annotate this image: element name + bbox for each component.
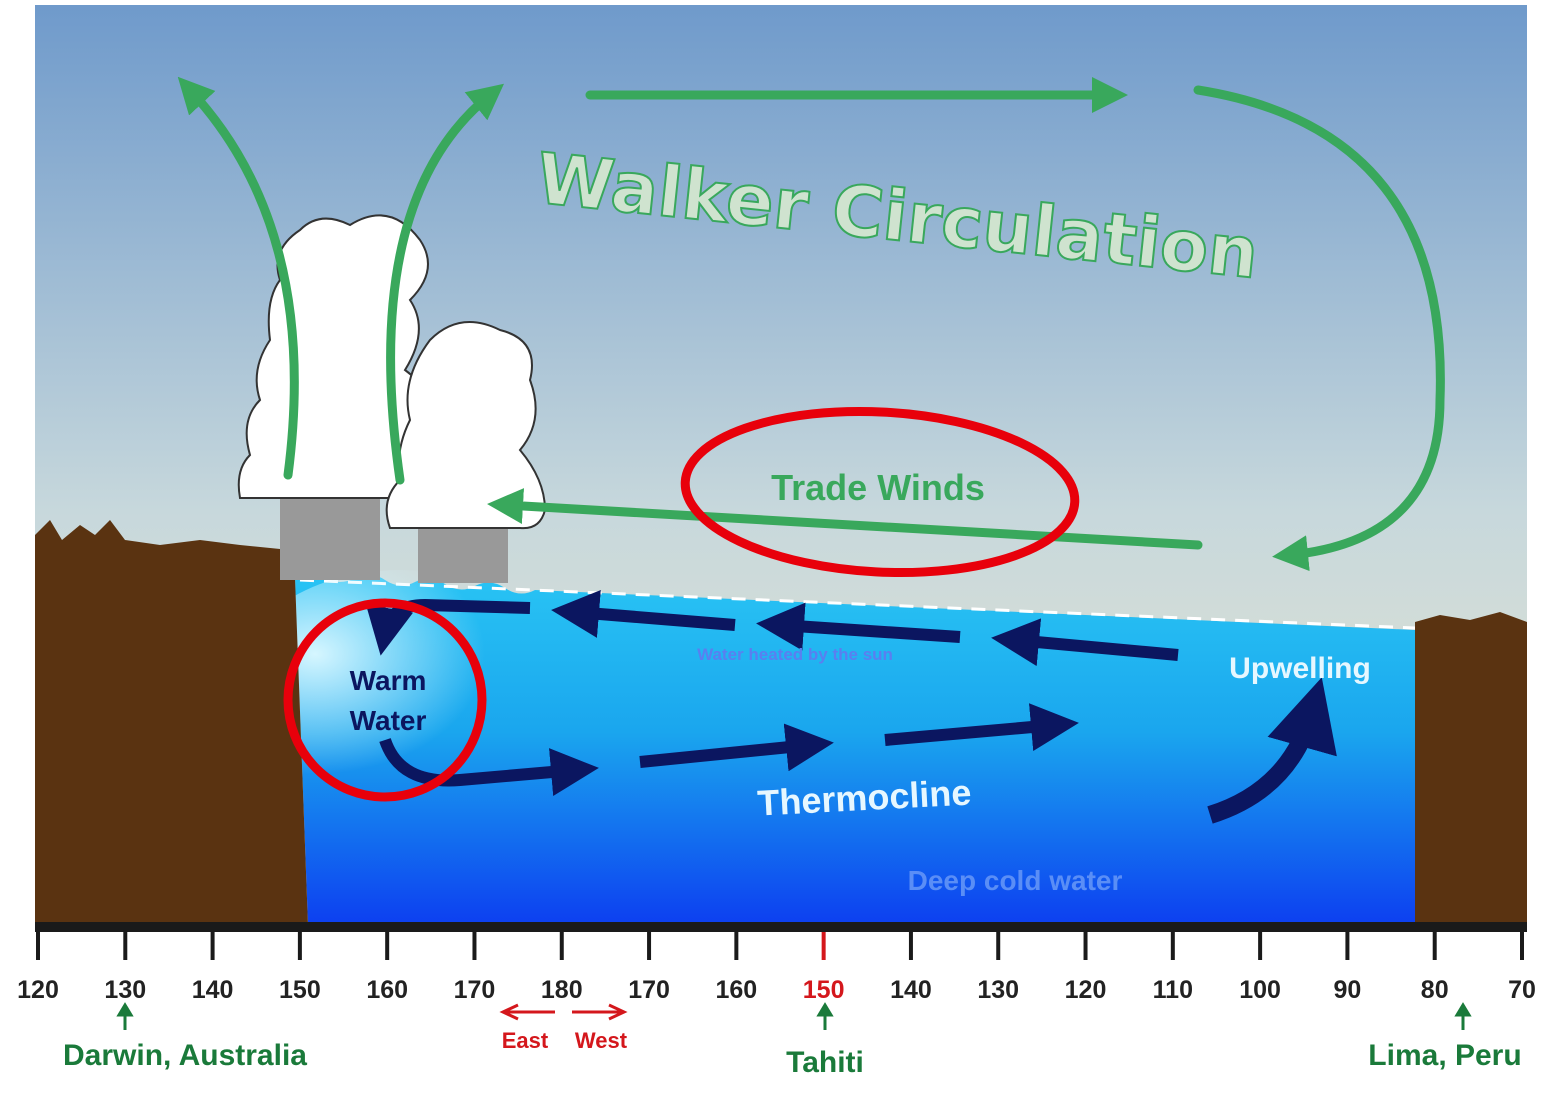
tick-label: 120	[1065, 976, 1107, 1004]
tick-label: 110	[1153, 976, 1193, 1004]
label: Deep cold water	[908, 865, 1123, 896]
tick-label: 130	[104, 976, 146, 1004]
green-arrows	[177, 76, 1445, 572]
tick-label: 120	[17, 976, 59, 1004]
tick-label: 160	[715, 976, 757, 1004]
axis-label: West	[575, 1028, 628, 1053]
place-arrows	[116, 1002, 1472, 1030]
label: Water	[350, 705, 427, 736]
tick-label: 170	[454, 976, 496, 1004]
rain	[280, 495, 380, 580]
tick-label: 180	[541, 976, 583, 1004]
axis: 120 130 140 150 160 170 180 170 160 150 140 130 120 1…	[17, 932, 1536, 1004]
navy-arrows	[365, 590, 1337, 824]
waves	[299, 578, 1416, 630]
tick-label: 70	[1508, 976, 1536, 1004]
tick-label: 160	[366, 976, 408, 1004]
place: Darwin, Australia	[63, 1039, 307, 1072]
place: Lima, Peru	[1368, 1039, 1521, 1072]
tick-label: 90	[1334, 976, 1362, 1004]
land-east	[1415, 612, 1527, 925]
highlight-rings	[283, 406, 1080, 802]
direction-arrows	[499, 1003, 628, 1021]
label: Trade Winds	[771, 467, 985, 508]
place: Tahiti	[786, 1046, 864, 1079]
label: Water heated by the sun	[697, 645, 893, 664]
land-west	[35, 520, 308, 925]
rain	[418, 525, 508, 583]
axis-label: East	[502, 1028, 549, 1053]
tick-label: 80	[1421, 976, 1449, 1004]
ocean	[295, 574, 1415, 925]
baseline	[35, 922, 1527, 932]
tick-label: 130	[977, 976, 1019, 1004]
tick-label: 140	[890, 976, 932, 1004]
label: Upwelling	[1229, 652, 1371, 685]
tick-label: 100	[1239, 976, 1281, 1004]
label: Warm	[350, 665, 427, 696]
tick-label: 140	[192, 976, 234, 1004]
tick-label: 150	[803, 976, 845, 1004]
tick-label: 170	[628, 976, 670, 1004]
tick-label: 150	[279, 976, 321, 1004]
